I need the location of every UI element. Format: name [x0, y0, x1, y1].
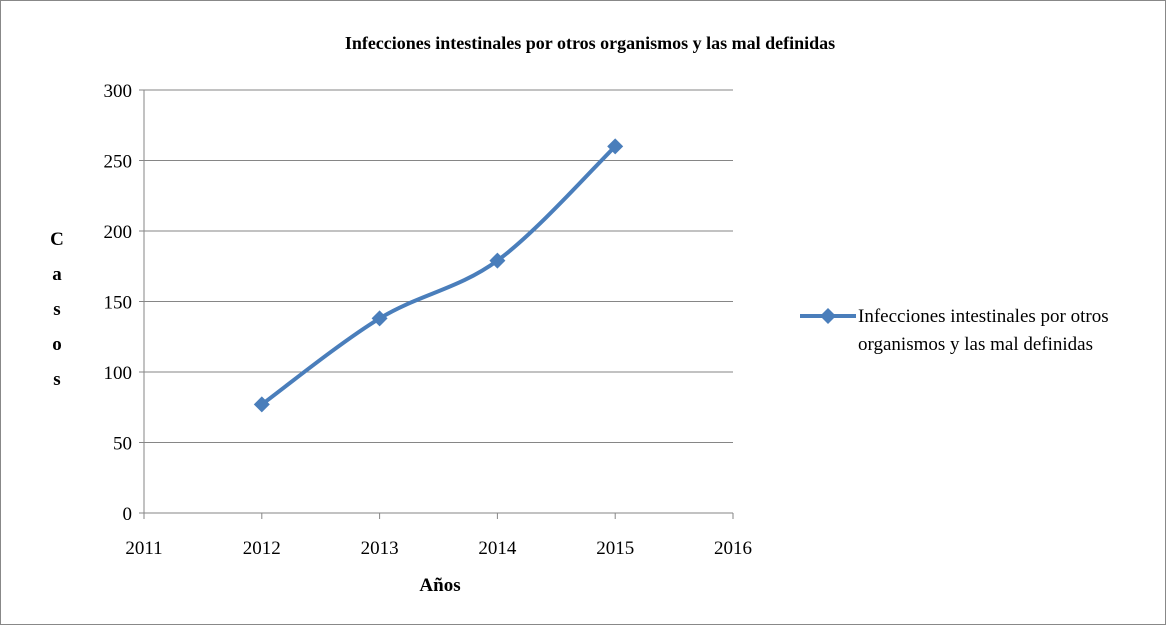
y-tick-label: 0: [123, 504, 133, 525]
x-tick-label: 2011: [125, 538, 162, 559]
y-tick-label: 300: [104, 81, 133, 102]
chart-title: Infecciones intestinales por otros organ…: [345, 33, 835, 53]
x-tick-label: 2013: [361, 538, 399, 559]
x-tick-label: 2012: [243, 538, 281, 559]
line: [259, 144, 618, 407]
y-tick-label: 100: [104, 363, 133, 384]
y-tick-label: 200: [104, 222, 133, 243]
y-tick-label: 150: [104, 293, 133, 314]
legend-marker: [820, 308, 836, 324]
marker: [371, 310, 388, 327]
y-tick-label: 50: [113, 434, 132, 455]
marker: [607, 138, 624, 155]
y-tick-label: 250: [104, 152, 133, 173]
x-tick-label: 2015: [596, 538, 634, 559]
legend-label: Infecciones intestinales por otros organ…: [858, 306, 1109, 355]
x-tick-label: 2016: [714, 538, 752, 559]
marker: [489, 252, 506, 269]
marker: [253, 396, 270, 413]
x-tick-label: 2014: [478, 538, 517, 559]
x-axis-label: Años: [419, 575, 460, 596]
